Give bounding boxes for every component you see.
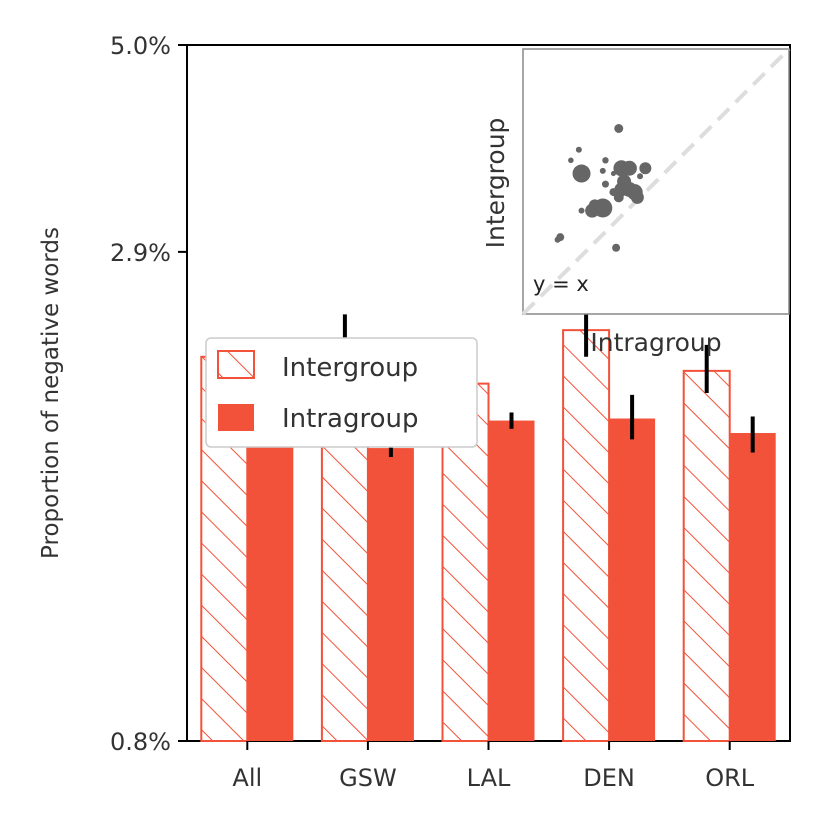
inset-x-label: Intragroup <box>590 328 721 357</box>
legend-swatch-intergroup <box>217 350 255 379</box>
y-tick-label: 5.0% <box>110 32 171 60</box>
bar-intergroup-den <box>562 329 611 742</box>
inset-scatter: y = x Intergroup Intragroup <box>481 47 791 357</box>
identity-line <box>521 47 791 316</box>
inset-point <box>599 167 606 174</box>
legend-label-intergroup: Intergroup <box>282 353 418 383</box>
inset-point <box>602 157 609 164</box>
x-tick-label: LAL <box>467 764 511 792</box>
legend-frame <box>205 337 478 448</box>
x-tick-label: GSW <box>339 764 397 792</box>
inset-point <box>637 173 644 180</box>
inset-y-label: Intergroup <box>481 118 510 249</box>
inset-point <box>572 164 591 183</box>
x-tick-label: ORL <box>705 764 755 792</box>
identity-annotation: y = x <box>533 272 589 296</box>
inset-point <box>554 236 561 243</box>
bar-intragroup-gsw <box>367 448 414 741</box>
inset-point <box>588 199 601 212</box>
y-tick-label: 0.8% <box>110 728 171 756</box>
inset-point <box>621 160 637 176</box>
inset-point <box>614 124 624 133</box>
inset-point <box>601 180 609 188</box>
legend-swatch-intragroup <box>218 404 254 431</box>
legend: Intergroup Intragroup <box>205 337 478 448</box>
bar-intragroup-all <box>247 412 294 741</box>
bar-intragroup-lal <box>488 420 535 741</box>
x-tick-label: DEN <box>583 764 635 792</box>
inset-point <box>612 243 621 252</box>
inset-point <box>578 207 585 214</box>
bar-intragroup-den <box>609 418 656 741</box>
x-tick-label: All <box>232 764 262 792</box>
inset-point <box>575 146 582 153</box>
inset-point <box>609 188 618 197</box>
inset-point <box>568 157 574 164</box>
inset-point <box>639 162 652 175</box>
y-axis-label: Proportion of negative words <box>38 227 64 559</box>
bar-intergroup-orl <box>682 369 731 742</box>
y-tick-label: 2.9% <box>110 239 171 267</box>
inset-point <box>630 190 644 204</box>
bar-intragroup-orl <box>729 433 776 741</box>
legend-label-intragroup: Intragroup <box>282 404 418 434</box>
